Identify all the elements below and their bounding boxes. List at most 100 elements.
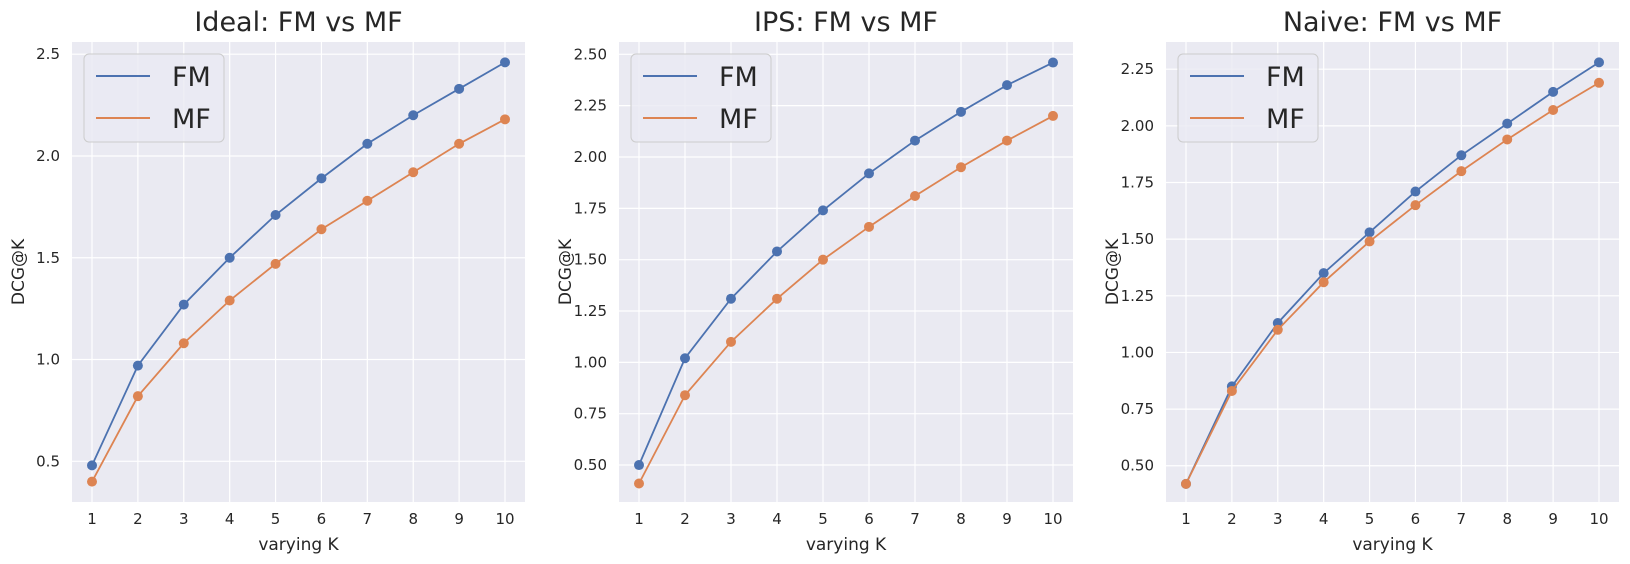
x-tick-label: 7: [1457, 510, 1467, 528]
y-tick-label: 2.00: [574, 148, 607, 166]
data-point-mf: [1456, 166, 1467, 177]
data-point-mf: [1226, 385, 1237, 396]
data-point-fm: [726, 293, 736, 304]
data-point-fm: [270, 210, 281, 221]
data-point-fm: [772, 246, 782, 257]
data-point-mf: [87, 476, 97, 487]
x-tick-label: 8: [1502, 510, 1512, 528]
x-tick-label: 3: [1273, 510, 1283, 528]
y-tick-label: 1.0: [36, 351, 60, 369]
x-tick-label: 10: [1043, 510, 1062, 528]
y-tick-label: 1.25: [1121, 287, 1154, 305]
y-tick-label: 1.00: [1121, 343, 1154, 361]
x-tick-label: 1: [634, 510, 644, 528]
y-axis-label: DCG@K: [1103, 238, 1123, 305]
data-point-fm: [316, 173, 327, 184]
y-tick-label: 1.75: [574, 199, 607, 217]
data-point-mf: [270, 258, 281, 269]
data-point-mf: [454, 138, 465, 149]
data-point-mf: [956, 162, 966, 173]
x-tick-label: 4: [225, 510, 235, 528]
y-tick-label: 1.50: [1121, 230, 1154, 248]
x-tick-label: 9: [1548, 510, 1558, 528]
x-tick-label: 3: [179, 510, 189, 528]
chart-title: Ideal: FM vs MF: [194, 7, 402, 38]
y-axis-label: DCG@K: [556, 238, 576, 305]
series-line-mf: [1185, 82, 1600, 485]
legend-label-fm: FM: [719, 62, 758, 93]
x-tick-label: 5: [818, 510, 828, 528]
series-line-mf: [638, 115, 1054, 484]
data-point-mf: [408, 167, 419, 178]
data-point-mf: [726, 336, 736, 347]
x-tick-label: 10: [495, 510, 514, 528]
x-tick-label: 8: [408, 510, 418, 528]
data-point-fm: [178, 299, 189, 310]
x-tick-label: 2: [133, 510, 143, 528]
legend-label-mf: MF: [172, 104, 211, 135]
data-point-mf: [316, 224, 327, 235]
x-tick-label: 4: [1319, 510, 1329, 528]
y-tick-label: 0.5: [36, 452, 60, 470]
data-point-fm: [910, 135, 920, 146]
y-tick-label: 2.5: [36, 45, 60, 63]
data-point-fm: [1318, 268, 1329, 279]
data-point-fm: [362, 138, 373, 149]
data-point-fm: [864, 168, 874, 179]
legend-label-mf: MF: [1266, 104, 1305, 135]
x-axis-label: varying K: [806, 535, 887, 555]
x-tick-label: 1: [87, 510, 97, 528]
data-point-mf: [1548, 104, 1559, 115]
x-tick-label: 2: [680, 510, 690, 528]
chart-title: IPS: FM vs MF: [754, 7, 938, 38]
x-tick-label: 5: [1365, 510, 1375, 528]
y-tick-label: 1.50: [574, 251, 607, 269]
data-point-fm: [634, 460, 644, 471]
data-point-mf: [910, 191, 920, 202]
y-tick-label: 1.75: [1121, 173, 1154, 191]
y-tick-label: 1.00: [574, 353, 607, 371]
chart-panel-2: 1 2 3 4 5 6 7 8 9 10 0.50 0.75 1.00 1.25 1.50 1.75 2.00 2…: [556, 7, 1073, 555]
x-tick-label: 7: [363, 510, 373, 528]
data-point-mf: [680, 390, 690, 401]
chart-title: Naive: FM vs MF: [1283, 7, 1502, 38]
y-tick-label: 2.50: [574, 45, 607, 63]
data-point-fm: [224, 252, 235, 263]
data-point-fm: [1410, 186, 1421, 197]
chart-panel-1: 1 2 3 4 5 6 7 8 9 10 0.5 1.0 1.5 2.0 2.5 Ideal: FM vs M…: [9, 7, 525, 555]
data-point-mf: [864, 221, 874, 232]
data-point-mf: [1318, 277, 1329, 288]
data-point-mf: [772, 293, 782, 304]
data-point-mf: [224, 295, 235, 306]
series-line-mf: [91, 118, 506, 483]
data-point-fm: [1548, 86, 1559, 97]
data-point-fm: [454, 83, 465, 94]
x-tick-label: 6: [1411, 510, 1421, 528]
y-tick-label: 1.5: [36, 249, 60, 267]
legend: FM MF: [1177, 53, 1319, 143]
data-point-mf: [634, 478, 644, 489]
x-tick-label: 9: [454, 510, 464, 528]
data-point-fm: [87, 460, 97, 471]
y-tick-label: 2.0: [36, 147, 60, 165]
x-tick-label: 3: [726, 510, 736, 528]
data-point-mf: [1364, 236, 1375, 247]
x-axis-label: varying K: [258, 535, 339, 555]
data-point-fm: [1002, 80, 1012, 91]
data-point-mf: [1594, 77, 1604, 88]
data-point-fm: [1048, 57, 1058, 68]
data-point-fm: [1502, 118, 1513, 129]
x-tick-label: 6: [317, 510, 327, 528]
y-tick-label: 2.00: [1121, 117, 1154, 135]
series-line-fm: [638, 61, 1054, 466]
x-tick-label: 6: [864, 510, 874, 528]
data-point-mf: [500, 114, 510, 125]
y-tick-label: 0.75: [574, 405, 607, 423]
x-axis-label: varying K: [1352, 535, 1433, 555]
data-point-fm: [680, 353, 690, 364]
x-tick-label: 2: [1227, 510, 1237, 528]
y-tick-label: 0.50: [1121, 457, 1154, 475]
data-point-fm: [1594, 57, 1604, 68]
data-point-fm: [500, 57, 510, 68]
